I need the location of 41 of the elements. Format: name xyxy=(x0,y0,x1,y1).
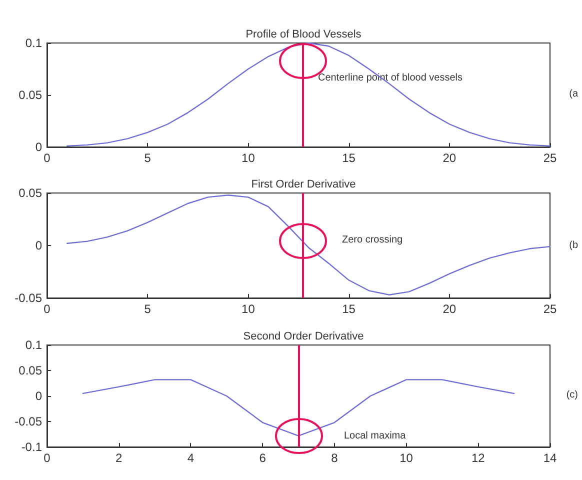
x-tick-label: 0 xyxy=(44,151,51,165)
chart-title: First Order Derivative xyxy=(251,178,356,190)
y-tick-label: -0.05 xyxy=(14,414,42,428)
x-tick-label: 25 xyxy=(543,302,557,316)
y-tick-label: 0.1 xyxy=(25,36,42,50)
x-tick-label: 14 xyxy=(543,451,557,465)
x-tick-label: 0 xyxy=(44,302,51,316)
chart-title: Profile of Blood Vessels xyxy=(246,28,362,40)
x-tick-label: 10 xyxy=(400,451,414,465)
x-tick-label: 10 xyxy=(242,302,256,316)
text: (a xyxy=(569,88,578,100)
x-tick-label: 5 xyxy=(144,302,152,316)
y-tick-label: 0 xyxy=(35,140,42,154)
y-tick-label: 0.05 xyxy=(18,88,42,102)
x-tick-label: 4 xyxy=(187,451,194,465)
y-tick-label: 0.1 xyxy=(25,338,42,352)
x-tick-label: 0 xyxy=(44,451,51,465)
text: (c) xyxy=(566,390,578,400)
x-tick-label: 15 xyxy=(342,151,356,165)
y-tick-label: 0.05 xyxy=(18,364,42,378)
text: (b xyxy=(569,240,578,251)
y-tick-label: -0.05 xyxy=(14,291,42,305)
y-tick-label: 0 xyxy=(35,238,42,252)
annotation: Zero crossing xyxy=(342,234,403,246)
x-tick-label: 8 xyxy=(331,451,338,465)
chart-title: Second Order Derivative xyxy=(243,330,364,342)
x-tick-label: 25 xyxy=(543,151,557,165)
y-tick-label: -0.1 xyxy=(21,440,42,454)
line-series xyxy=(66,42,551,147)
x-tick-label: 20 xyxy=(442,151,456,165)
line-series xyxy=(66,194,551,296)
y-tick-label: 0.05 xyxy=(18,186,42,200)
x-tick-label: 10 xyxy=(242,151,256,165)
x-tick-label: 6 xyxy=(259,451,266,465)
x-tick-label: 15 xyxy=(342,302,356,316)
x-tick-label: 2 xyxy=(116,451,123,465)
annotation: Local maxima xyxy=(344,430,406,442)
x-tick-label: 12 xyxy=(471,451,486,465)
y-tick-label: 0 xyxy=(35,389,42,403)
x-tick-label: 20 xyxy=(442,302,456,316)
x-tick-label: 5 xyxy=(144,151,152,165)
